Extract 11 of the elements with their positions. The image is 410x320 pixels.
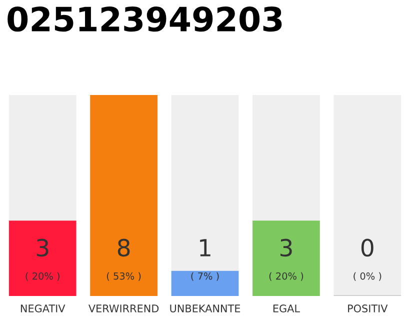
x-tick-label: UNBEKANNTE bbox=[170, 304, 240, 312]
x-tick-label: EGAL bbox=[273, 304, 300, 312]
x-tick-label: VERWIRREND bbox=[88, 304, 159, 312]
data-label: 3 ( 20% ) bbox=[26, 238, 60, 281]
data-label: 3 ( 20% ) bbox=[269, 238, 304, 281]
data-label: 0 ( 0% ) bbox=[354, 238, 382, 281]
data-label: 8 ( 53% ) bbox=[106, 238, 141, 281]
data-label: 1 ( 7% ) bbox=[191, 239, 219, 281]
chart-title: 025123949203 bbox=[8, 6, 282, 32]
x-tick-label: NEGATIV bbox=[20, 304, 66, 312]
x-tick-label: POSITIV bbox=[348, 304, 388, 312]
